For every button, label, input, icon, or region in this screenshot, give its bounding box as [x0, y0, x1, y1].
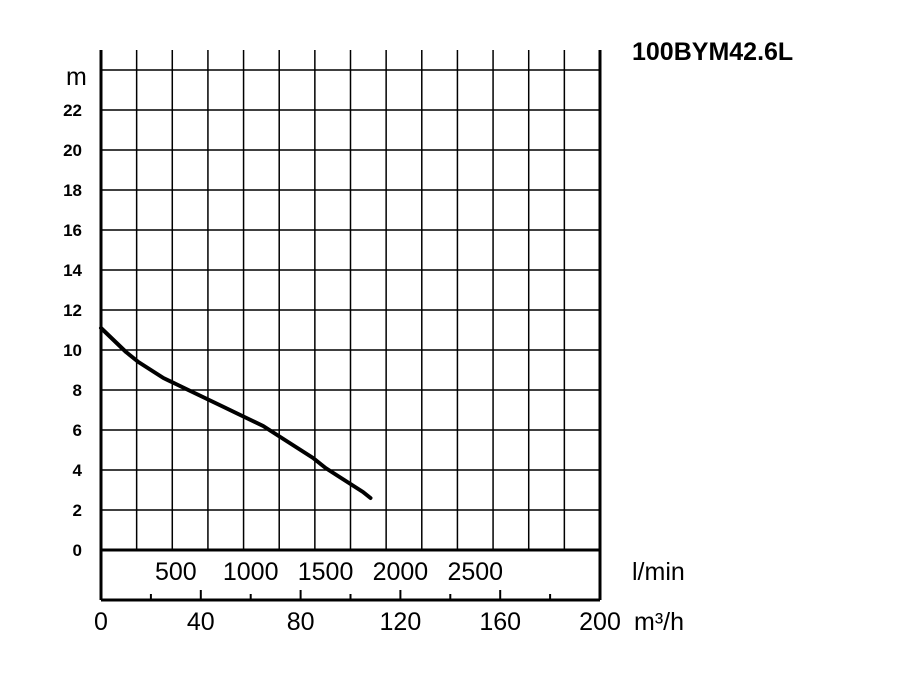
y-tick-label: 22	[63, 101, 82, 120]
y-tick-label: 18	[63, 181, 82, 200]
x-axis-unit-m3h: m³/h	[634, 608, 684, 636]
x-tick-label-m3h: 0	[94, 608, 108, 636]
y-tick-label: 2	[73, 501, 82, 520]
y-tick-label: 12	[63, 301, 82, 320]
x-tick-label-lmin: 2500	[447, 558, 503, 586]
x-tick-label-lmin: 1000	[223, 558, 279, 586]
y-tick-label: 0	[73, 541, 82, 560]
x-axis-lmin-ticks: 500 1000 1500 2000 2500	[155, 558, 503, 586]
chart-title: 100BYM42.6L	[632, 38, 793, 66]
y-axis-ticks: 0 2 4 6 8 10 12 14 16 18 20 22	[63, 101, 82, 560]
x-tick-label-lmin: 500	[155, 558, 197, 586]
x-tick-label-m3h: 80	[287, 608, 315, 636]
x-axis-unit-lmin: l/min	[632, 558, 685, 586]
y-tick-label: 16	[63, 221, 82, 240]
x-tick-label-m3h: 200	[579, 608, 621, 636]
x-axis-m3h-ticks: 0 40 80 120 160 200	[94, 608, 621, 636]
y-tick-label: 8	[73, 381, 82, 400]
grid	[101, 50, 600, 550]
x-tick-label-m3h: 160	[479, 608, 521, 636]
y-tick-label: 4	[73, 461, 83, 480]
y-axis-unit: m	[66, 63, 87, 91]
y-tick-label: 20	[63, 141, 82, 160]
y-tick-label: 14	[63, 261, 82, 280]
x-tick-label-lmin: 1500	[298, 558, 354, 586]
x-tick-label-lmin: 2000	[373, 558, 429, 586]
head-flow-curve	[99, 326, 373, 500]
y-tick-label: 10	[63, 341, 82, 360]
x-tick-label-m3h: 120	[380, 608, 422, 636]
plot-frame	[99, 50, 602, 602]
y-tick-label: 6	[73, 421, 82, 440]
curve-layer	[99, 326, 373, 500]
x-tick-label-m3h: 40	[187, 608, 215, 636]
